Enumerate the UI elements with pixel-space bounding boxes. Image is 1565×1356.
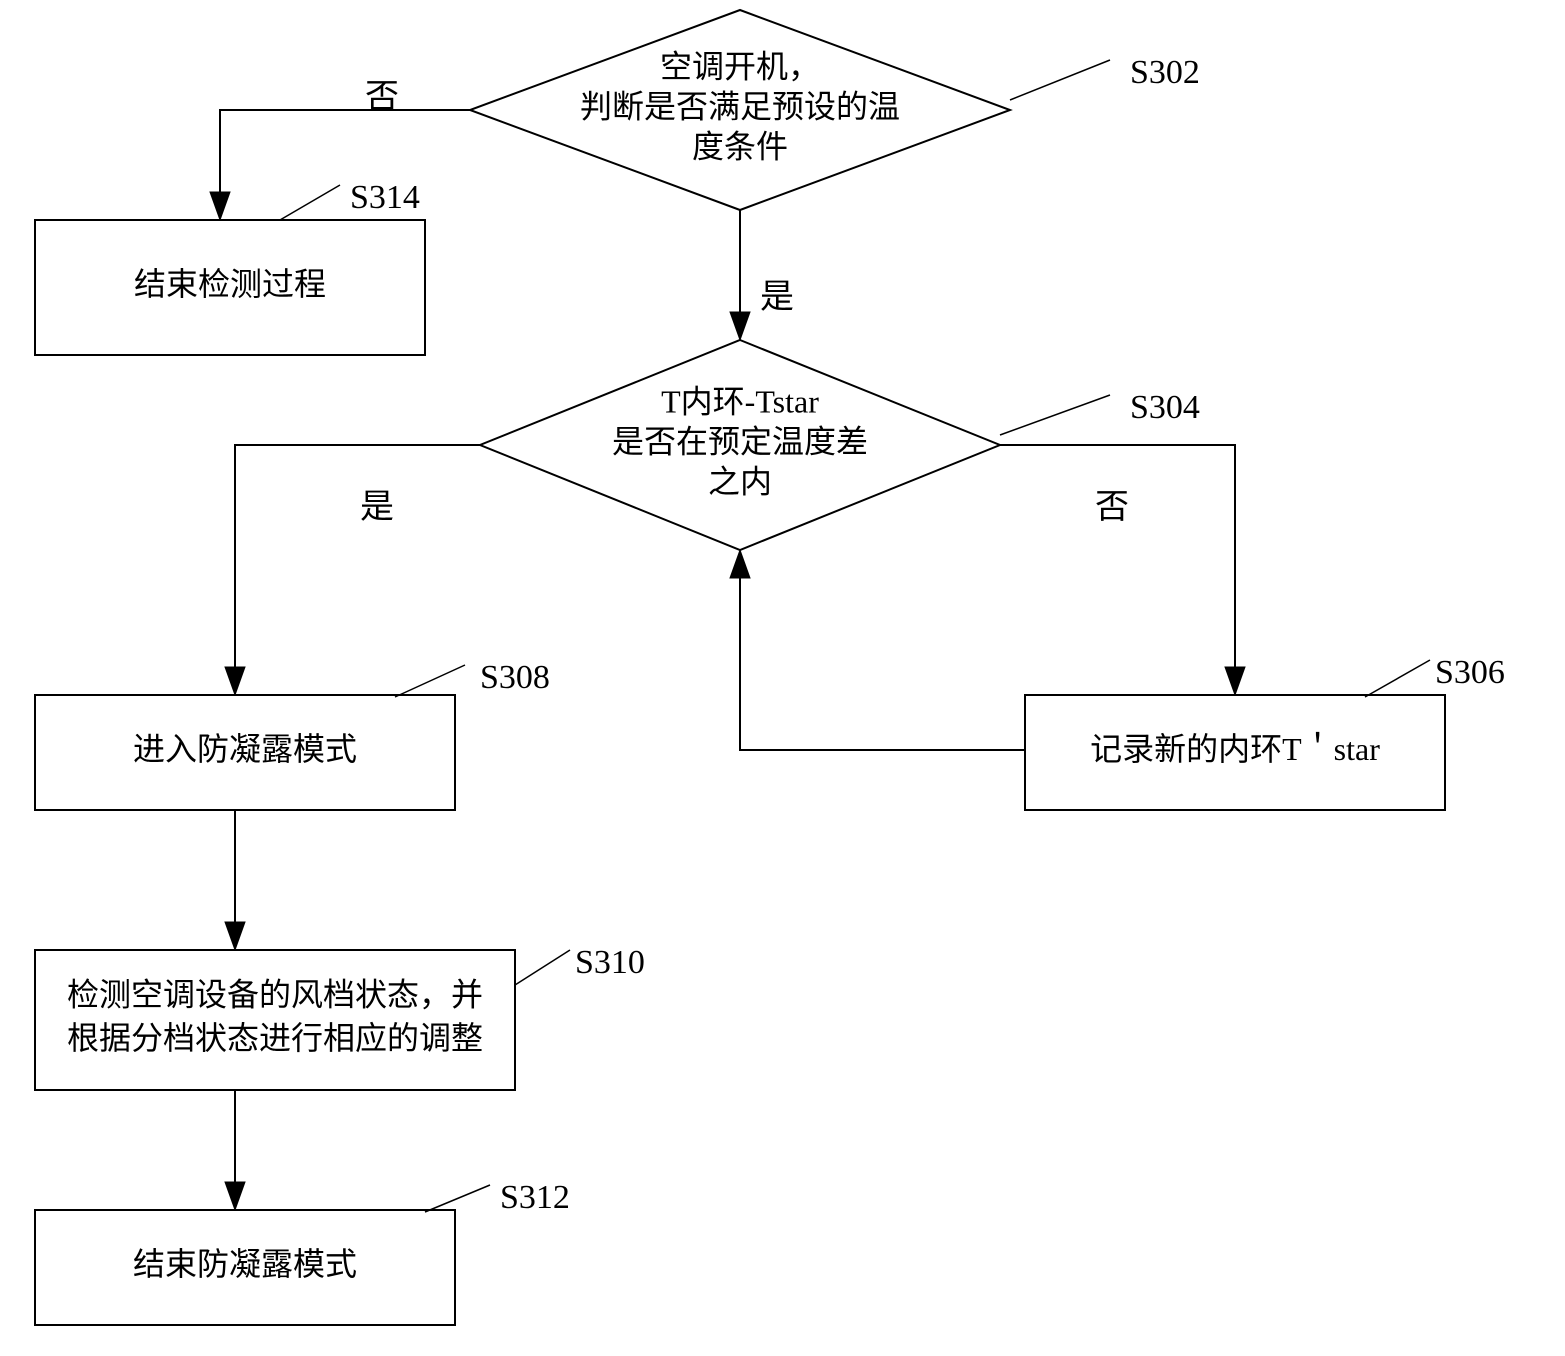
- edge-label: 是: [760, 279, 794, 316]
- step-label: S306: [1435, 654, 1505, 691]
- svg-text:是否在预定温度差: 是否在预定温度差: [612, 423, 868, 459]
- edge-label: 否: [365, 79, 399, 116]
- svg-text:T内环-Tstar: T内环-Tstar: [661, 383, 819, 419]
- flowchart: 否是是否空调开机，判断是否满足预设的温度条件S302结束检测过程S314T内环-…: [0, 0, 1565, 1356]
- svg-text:度条件: 度条件: [692, 128, 788, 164]
- svg-text:根据分档状态进行相应的调整: 根据分档状态进行相应的调整: [67, 1020, 483, 1056]
- svg-text:之内: 之内: [708, 463, 772, 499]
- step-label: S302: [1130, 54, 1200, 91]
- svg-text:结束防凝露模式: 结束防凝露模式: [133, 1246, 357, 1282]
- edge-label: 是: [360, 489, 394, 526]
- svg-text:进入防凝露模式: 进入防凝露模式: [133, 731, 357, 767]
- flow-edge: [220, 110, 470, 192]
- step-label: S310: [575, 944, 645, 981]
- svg-text:判断是否满足预设的温: 判断是否满足预设的温: [580, 88, 900, 124]
- step-label: S304: [1130, 389, 1200, 426]
- step-label: S314: [350, 179, 420, 216]
- flow-edge: [235, 445, 480, 667]
- flow-edge: [740, 578, 1025, 750]
- step-label: S312: [500, 1179, 570, 1216]
- flow-edge: [1000, 445, 1235, 667]
- step-label: S308: [480, 659, 550, 696]
- svg-text:结束检测过程: 结束检测过程: [134, 266, 326, 302]
- svg-text:记录新的内环T＇star: 记录新的内环T＇star: [1090, 731, 1380, 767]
- edge-label: 否: [1095, 489, 1129, 526]
- svg-text:检测空调设备的风档状态，并: 检测空调设备的风档状态，并: [67, 977, 483, 1013]
- svg-text:空调开机，: 空调开机，: [660, 48, 820, 84]
